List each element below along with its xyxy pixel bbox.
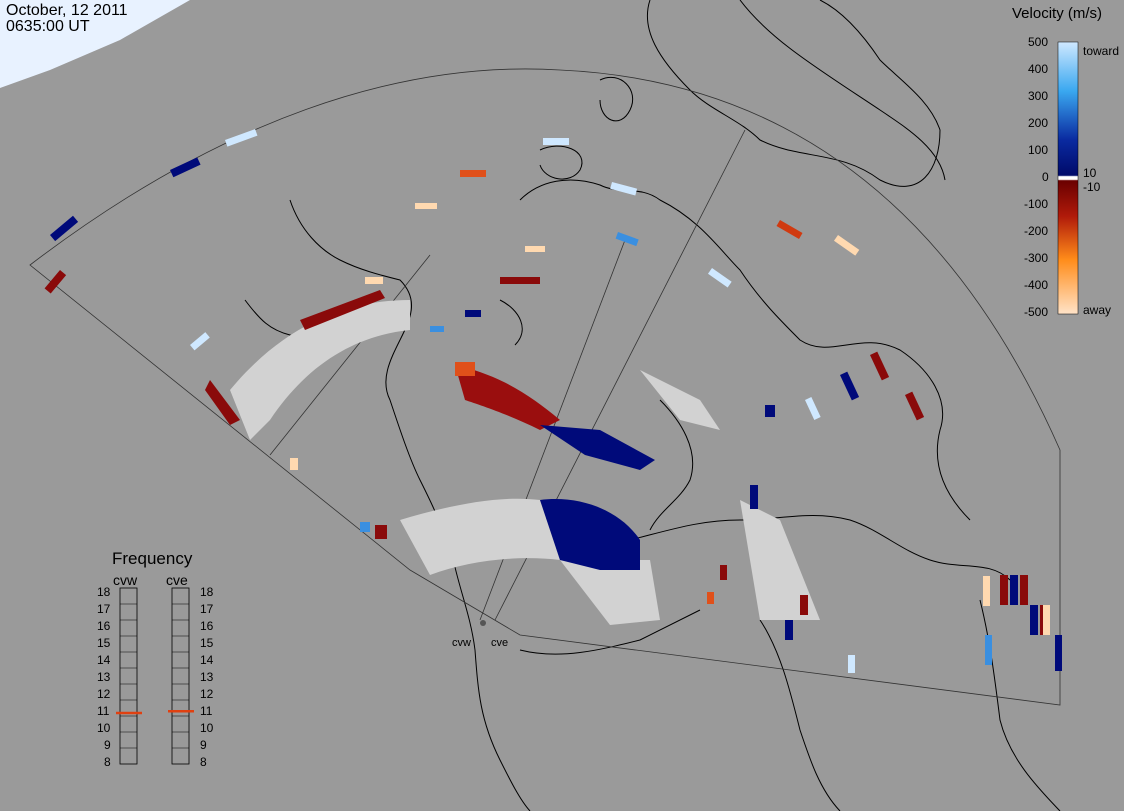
- freq-scale-left: 14: [97, 653, 111, 667]
- radar-site-label-cvw: cvw: [452, 637, 471, 649]
- velocity-weak-patches: [190, 129, 1050, 673]
- freq-scale-right: 17: [200, 602, 214, 616]
- cvw-column-label: cvw: [113, 572, 138, 588]
- freq-scale-right: 12: [200, 687, 214, 701]
- colorbar-tick: -300: [1024, 251, 1049, 265]
- colorbar-tick: 400: [1028, 62, 1049, 76]
- freq-scale-right: 13: [200, 670, 214, 684]
- frequency-columns: [119, 587, 190, 765]
- velocity-colorbar: [1057, 41, 1079, 315]
- date-label: October, 12 2011: [6, 2, 128, 19]
- freq-scale-left: 17: [97, 602, 111, 616]
- freq-scale-left: 8: [104, 755, 111, 769]
- freq-scale-left: 15: [97, 636, 111, 650]
- colorbar-tick: 300: [1028, 89, 1049, 103]
- freq-scale-left: 13: [97, 670, 111, 684]
- polar-ice-region: [0, 0, 190, 88]
- colorbar-tick: -200: [1024, 224, 1049, 238]
- freq-scale-right: 11: [200, 704, 213, 718]
- colorbar-tick: 0: [1042, 170, 1049, 184]
- radar-site-marker: [480, 620, 486, 626]
- freq-scale-left: 12: [97, 687, 111, 701]
- colorbar-title: Velocity (m/s): [1012, 5, 1103, 22]
- colorbar-tick: 500: [1028, 35, 1049, 49]
- freq-scale-left: 11: [97, 704, 110, 718]
- freq-scale-left: 18: [97, 585, 111, 599]
- frequency-column-ticks: [120, 603, 189, 749]
- cve-column-label: cve: [166, 572, 188, 588]
- colorbar-toward-label: toward: [1083, 44, 1120, 58]
- colorbar-tick: -100: [1024, 197, 1049, 211]
- freq-scale-right: 10: [200, 721, 214, 735]
- radar-site-label-cve: cve: [491, 637, 509, 649]
- ground-scatter: [230, 300, 820, 625]
- colorbar-tick: 10: [1083, 166, 1097, 180]
- freq-scale-right: 14: [200, 653, 214, 667]
- colorbar-tick: 200: [1028, 116, 1049, 130]
- freq-scale-right: 16: [200, 619, 214, 633]
- velocity-away-patches: [44, 170, 1048, 635]
- velocity-toward-patches: [49, 157, 1062, 671]
- colorbar-tick: -400: [1024, 278, 1049, 292]
- freq-scale-left: 16: [97, 619, 111, 633]
- freq-scale-right: 8: [200, 755, 207, 769]
- colorbar-tick: -10: [1083, 180, 1101, 194]
- freq-scale-right: 9: [200, 738, 207, 752]
- freq-scale-left: 9: [104, 738, 111, 752]
- frequency-title: Frequency: [112, 549, 193, 568]
- colorbar-tick: 100: [1028, 143, 1049, 157]
- freq-scale-right: 18: [200, 585, 214, 599]
- freq-scale-right: 15: [200, 636, 214, 650]
- colorbar-away-label: away: [1083, 303, 1112, 317]
- colorbar-tick: -500: [1024, 305, 1049, 319]
- freq-scale-left: 10: [97, 721, 111, 735]
- time-label: 0635:00 UT: [6, 18, 90, 35]
- coastline-outlines: [244, 0, 1061, 811]
